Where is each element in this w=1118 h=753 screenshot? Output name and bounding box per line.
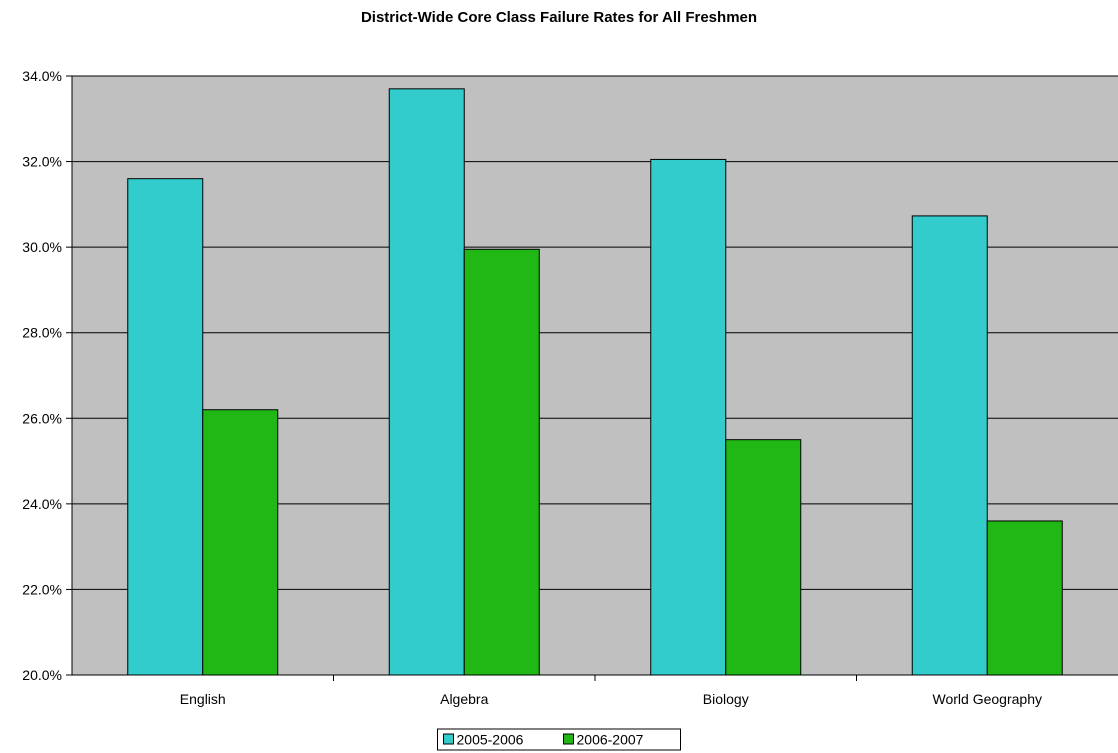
x-tick-label: Algebra [440,691,488,707]
legend-box [437,728,681,751]
bar-2006-2007-biology [725,439,802,676]
y-tick-label: 30.0% [22,239,62,255]
x-axis: English Algebra Biology World Geography [72,674,1118,707]
y-tick-label: 26.0% [22,410,62,426]
x-tick-label: World Geography [933,691,1042,707]
y-tick-label: 32.0% [22,154,62,170]
legend-label: 2006-2007 [577,732,644,748]
y-tick-label: 20.0% [22,667,62,683]
y-axis: 20.0% 22.0% 24.0% 26.0% 28.0% 30.0% 32.0% 34.0% [22,68,73,683]
bars [127,88,1063,676]
bar-2005-2006-algebra [388,88,465,676]
y-tick-label: 34.0% [22,68,62,84]
bar-2005-2006-biology [650,158,727,676]
legend-swatch [443,733,454,745]
y-tick-label: 24.0% [22,496,62,512]
y-tick-label: 28.0% [22,325,62,341]
chart-title: District-Wide Core Class Failure Rates f… [361,9,757,26]
legend: 2005-2006 2006-2007 [437,728,681,751]
x-tick-label: English [180,691,226,707]
legend-swatch [563,733,574,745]
x-tick-label: Biology [703,691,749,707]
bar-2006-2007-english [202,409,279,676]
legend-label: 2005-2006 [457,732,524,748]
bar-2005-2006-world-geography [911,215,988,676]
bar-2005-2006-english [127,178,204,676]
y-tick-label: 22.0% [22,581,62,597]
bar-2006-2007-algebra [463,248,540,676]
bar-2006-2007-world-geography [986,520,1063,676]
